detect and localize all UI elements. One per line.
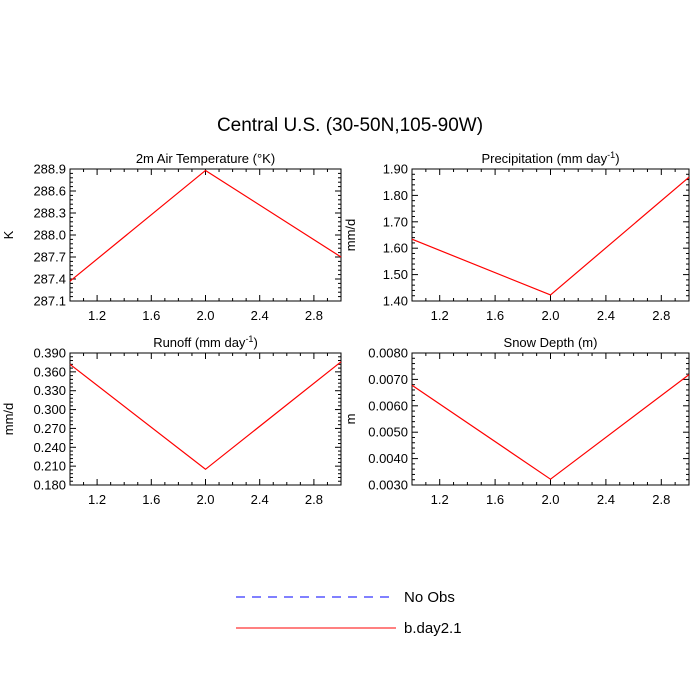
y-tick-label: 0.0080 [368, 346, 408, 361]
panel-title: Snow Depth (m) [504, 335, 598, 350]
y-tick-label: 0.210 [33, 459, 66, 474]
y-tick-label: 288.9 [33, 162, 66, 177]
y-axis-label: mm/d [343, 219, 358, 252]
y-tick-label: 1.50 [383, 267, 408, 282]
x-tick-label: 2.8 [305, 492, 323, 507]
series-line [69, 169, 342, 282]
plot-frame [411, 352, 690, 486]
x-tick-label: 1.2 [88, 308, 106, 323]
y-tick-label: 0.0050 [368, 425, 408, 440]
y-axis-label: mm/d [1, 403, 16, 436]
panel-3: Runoff (mm day-1) mm/d 0.180 0.210 0.240 0.27… [1, 334, 342, 507]
y-tick-label: 287.1 [33, 294, 66, 309]
y-tick-label: 0.0040 [368, 451, 408, 466]
x-tick-label: 2.0 [196, 492, 214, 507]
panel-title: 2m Air Temperature (°K) [136, 151, 275, 166]
plot-frame [69, 352, 342, 486]
y-tick-label: 1.90 [383, 162, 408, 177]
x-tick-label: 2.4 [597, 308, 615, 323]
y-tick-label: 0.300 [33, 402, 66, 417]
legend: No Obs b.day2.1 [236, 589, 462, 637]
x-tick-label: 1.2 [431, 308, 449, 323]
y-tick-label: 287.4 [33, 272, 66, 287]
x-tick-label: 2.4 [597, 492, 615, 507]
x-tick-label: 1.6 [486, 492, 504, 507]
series-line [411, 374, 690, 480]
y-tick-label: 1.80 [383, 188, 408, 203]
x-tick-label: 2.8 [652, 308, 670, 323]
x-tick-label: 1.6 [142, 492, 160, 507]
y-tick-label: 0.330 [33, 383, 66, 398]
x-tick-label: 2.0 [196, 308, 214, 323]
y-tick-label: 0.0070 [368, 372, 408, 387]
legend-label: No Obs [404, 589, 455, 606]
x-tick-label: 2.0 [541, 308, 559, 323]
plot-frame [69, 168, 342, 302]
y-tick-label: 287.7 [33, 250, 66, 265]
x-tick-label: 2.8 [305, 308, 323, 323]
figure-title: Central U.S. (30-50N,105-90W) [217, 115, 483, 136]
y-tick-label: 0.0060 [368, 398, 408, 413]
y-tick-label: 288.6 [33, 184, 66, 199]
y-tick-label: 0.240 [33, 440, 66, 455]
panels: 2m Air Temperature (°K) K 287.1 287.4 287.7 2… [1, 150, 690, 507]
x-tick-label: 1.6 [142, 308, 160, 323]
x-tick-label: 2.4 [251, 492, 269, 507]
series-line [411, 176, 690, 296]
y-tick-label: 1.40 [383, 294, 408, 309]
y-tick-label: 0.0030 [368, 478, 408, 493]
y-tick-label: 0.360 [33, 364, 66, 379]
y-tick-label: 0.270 [33, 421, 66, 436]
plot-frame [411, 168, 690, 302]
y-tick-label: 288.3 [33, 206, 66, 221]
y-axis-label: K [1, 230, 16, 239]
x-tick-label: 1.6 [486, 308, 504, 323]
panel-2: Precipitation (mm day-1) mm/d 1.40 1.50 1.60… [343, 150, 690, 323]
panel-4: Snow Depth (m) m 0.0030 0.0040 0.0050 0.0060 0… [343, 335, 690, 507]
x-tick-label: 2.0 [541, 492, 559, 507]
y-tick-label: 0.180 [33, 478, 66, 493]
y-axis-label: m [343, 414, 358, 425]
panel-1: 2m Air Temperature (°K) K 287.1 287.4 287.7 2… [1, 151, 342, 323]
x-tick-label: 2.4 [251, 308, 269, 323]
x-tick-label: 2.8 [652, 492, 670, 507]
y-tick-label: 1.60 [383, 241, 408, 256]
y-tick-label: 1.70 [383, 214, 408, 229]
panel-title: Runoff (mm day-1) [153, 334, 258, 350]
y-tick-label: 288.0 [33, 228, 66, 243]
series-line [69, 361, 342, 471]
legend-label: b.day2.1 [404, 620, 462, 637]
x-tick-label: 1.2 [431, 492, 449, 507]
x-tick-label: 1.2 [88, 492, 106, 507]
panel-title: Precipitation (mm day-1) [481, 150, 619, 166]
y-tick-label: 0.390 [33, 346, 66, 361]
